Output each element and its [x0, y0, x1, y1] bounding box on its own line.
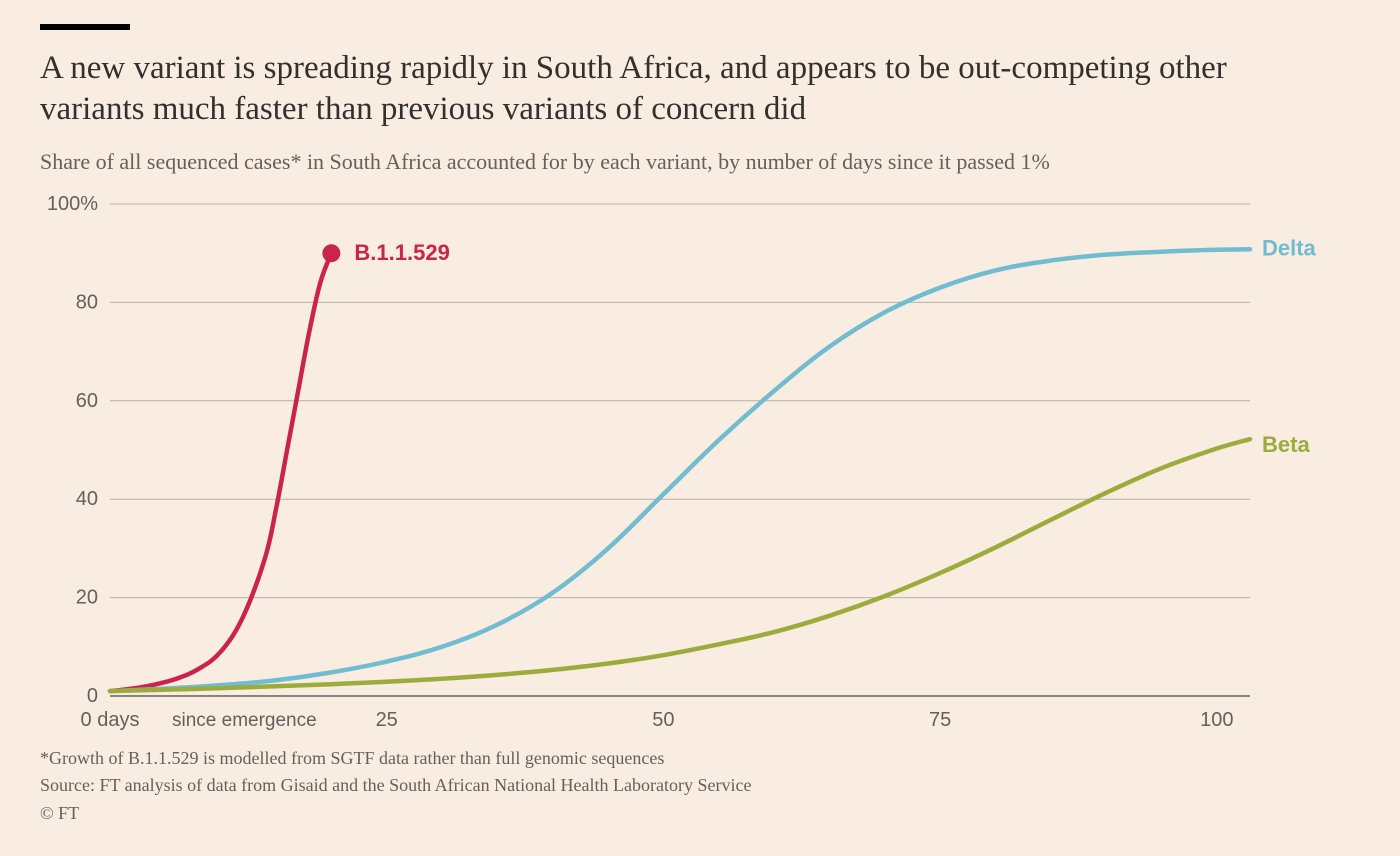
series-Delta [110, 249, 1250, 691]
series-B.1.1.529 [110, 253, 331, 691]
footnote-copyright: © FT [40, 801, 1360, 826]
series-label-B.1.1.529: B.1.1.529 [354, 240, 449, 265]
svg-text:20: 20 [76, 587, 98, 609]
svg-text:40: 40 [76, 488, 98, 510]
svg-text:since emergence: since emergence [172, 710, 317, 731]
svg-text:100: 100 [1200, 709, 1233, 731]
chart-title: A new variant is spreading rapidly in So… [40, 48, 1290, 131]
end-marker-B.1.1.529 [322, 244, 340, 262]
svg-text:0: 0 [87, 685, 98, 707]
series-label-Delta: Delta [1262, 235, 1317, 260]
line-chart-svg: 0 20 40 60 80 100% 0 days 25 50 75 100 since emerge… [40, 184, 1360, 744]
svg-text:0 days: 0 days [81, 709, 140, 731]
title-accent-bar [40, 24, 130, 30]
chart-subtitle: Share of all sequenced cases* in South A… [40, 147, 1140, 177]
svg-text:80: 80 [76, 292, 98, 314]
svg-text:60: 60 [76, 390, 98, 412]
svg-text:75: 75 [929, 709, 951, 731]
footnote-source: Source: FT analysis of data from Gisaid … [40, 773, 1360, 798]
series-label-Beta: Beta [1262, 432, 1310, 457]
svg-text:100%: 100% [47, 193, 98, 215]
svg-text:50: 50 [652, 709, 674, 731]
chart-area: 0 20 40 60 80 100% 0 days 25 50 75 100 since emerge… [40, 184, 1360, 744]
svg-text:25: 25 [376, 709, 398, 731]
footnote-method: *Growth of B.1.1.529 is modelled from SG… [40, 746, 1360, 771]
